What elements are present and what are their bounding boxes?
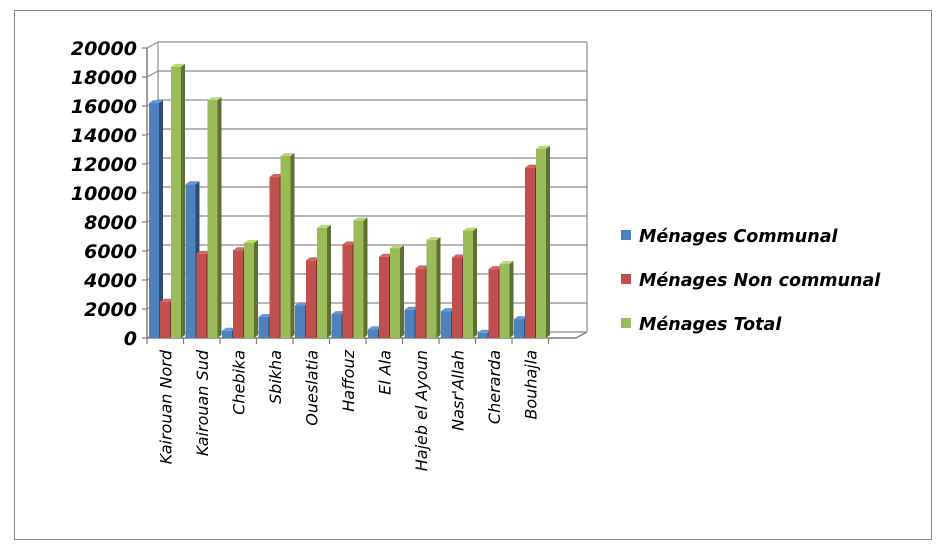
y-tick-label: 16000 bbox=[71, 96, 137, 118]
bar bbox=[207, 97, 222, 338]
y-tick-label: 6000 bbox=[84, 241, 137, 263]
legend-label: Ménages Total bbox=[639, 315, 782, 335]
legend-label: Ménages Non communal bbox=[639, 271, 881, 291]
x-tick-label: Nasr'Allah bbox=[448, 350, 467, 431]
gridlines bbox=[146, 41, 587, 339]
bar bbox=[149, 100, 163, 338]
y-tick-label: 20000 bbox=[71, 38, 137, 60]
bar bbox=[426, 237, 441, 338]
x-tick-label: El Ala bbox=[375, 350, 394, 395]
y-tick-label: 18000 bbox=[71, 67, 137, 89]
legend-swatch bbox=[621, 318, 631, 328]
x-tick-label: Cherarda bbox=[485, 350, 504, 424]
bar bbox=[499, 261, 514, 338]
x-tick-label: Chebika bbox=[229, 350, 248, 415]
bar bbox=[171, 63, 185, 338]
x-tick-label: Bouhajla bbox=[521, 350, 540, 420]
x-tick-label: Kairouan Sud bbox=[193, 349, 212, 456]
bar bbox=[353, 217, 368, 338]
legend-label: Ménages Communal bbox=[639, 227, 839, 247]
y-tick-label: 12000 bbox=[71, 154, 137, 176]
gridline-side bbox=[146, 41, 159, 49]
y-tick-label: 8000 bbox=[84, 212, 137, 234]
bar bbox=[390, 245, 404, 338]
bars bbox=[149, 63, 550, 338]
bar bbox=[280, 153, 295, 338]
x-tick-labels: Kairouan Nord Kairouan Sud Chebika Sbikha Ou… bbox=[156, 349, 540, 471]
y-tick-label: 4000 bbox=[83, 270, 137, 292]
gridline-side bbox=[146, 70, 159, 78]
x-tick-label: Kairouan Nord bbox=[156, 349, 175, 464]
bar-chart: 0 2000 4000 6000 8000 10000 12000 14000 16000 180… bbox=[71, 38, 881, 471]
legend: Ménages Communal Ménages Non communal Ména… bbox=[621, 227, 881, 335]
bar bbox=[536, 145, 550, 338]
legend-swatch bbox=[621, 230, 631, 240]
bar bbox=[463, 227, 477, 338]
x-tick-label: Hajeb el Ayoun bbox=[412, 350, 431, 471]
y-tick-label: 0 bbox=[124, 328, 137, 350]
y-tick-label: 10000 bbox=[71, 183, 137, 205]
x-axis-depth bbox=[575, 331, 588, 339]
bar bbox=[317, 224, 331, 338]
y-tick-labels: 0 2000 4000 6000 8000 10000 12000 14000 16000 180… bbox=[71, 38, 137, 350]
bar bbox=[244, 240, 258, 338]
legend-swatch bbox=[621, 274, 631, 284]
chart-frame: 0 2000 4000 6000 8000 10000 12000 14000 16000 180… bbox=[14, 10, 932, 540]
y-tick-label: 14000 bbox=[71, 125, 137, 147]
y-tick-label: 2000 bbox=[84, 299, 137, 321]
x-tick-label: Oueslatia bbox=[302, 350, 321, 426]
x-tick-label: Sbikha bbox=[266, 350, 285, 404]
x-tick-label: Haffouz bbox=[339, 349, 358, 411]
